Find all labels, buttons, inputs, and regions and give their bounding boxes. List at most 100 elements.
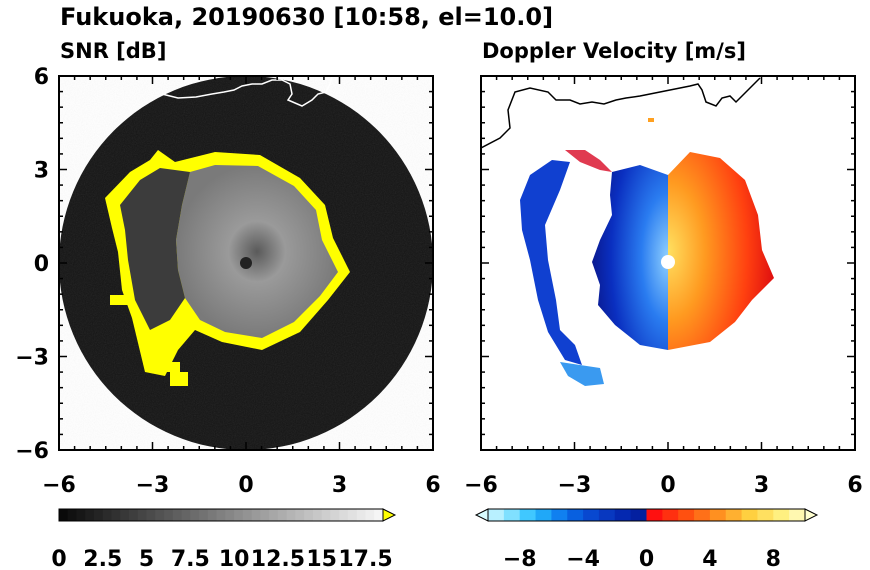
doppler-plot	[481, 77, 774, 386]
doppler-colorbar-segment	[535, 509, 552, 521]
snr-colorbar-tick-label: 15	[306, 547, 337, 570]
snr-colorbar-segment	[59, 509, 69, 521]
snr-echo-fragment	[110, 295, 132, 305]
doppler-colorbar-segment	[614, 509, 632, 521]
snr-colorbar-segment	[277, 509, 288, 521]
figure-title: Fukuoka, 20190630 [10:58, el=10.0]	[60, 3, 553, 31]
doppler-colorbar-tick-label: −4	[566, 547, 600, 570]
doppler-axis-ticks: −6 −3 0 3 6	[464, 75, 863, 498]
snr-colorbar-segment	[129, 509, 139, 521]
snr-colorbar-segment	[181, 509, 191, 521]
x-tick-label: −6	[464, 473, 498, 498]
snr-panel-title: SNR [dB]	[60, 39, 166, 63]
snr-colorbar-segment	[295, 509, 305, 521]
doppler-colorbar-segment	[630, 509, 647, 521]
doppler-colorbar-segment	[789, 509, 806, 521]
snr-colorbar-segment	[207, 509, 218, 521]
doppler-echo-fragment	[648, 118, 654, 122]
x-tick-label: 6	[847, 473, 862, 498]
x-tick-label: 0	[238, 473, 253, 498]
snr-echo-core	[176, 165, 338, 338]
doppler-north-band	[565, 150, 612, 172]
x-tick-label: −6	[42, 473, 76, 498]
doppler-west-streak	[520, 160, 582, 365]
doppler-colorbar-segment	[567, 509, 584, 521]
snr-colorbar-segment	[286, 509, 296, 521]
doppler-colorbar-segment	[519, 509, 537, 521]
x-tick-label: 0	[660, 473, 675, 498]
snr-colorbar-extend-max	[382, 508, 397, 522]
doppler-colorbar-segment	[757, 509, 774, 521]
snr-plot	[59, 76, 433, 450]
doppler-coastline	[481, 77, 761, 149]
snr-colorbar-tick-label: 10	[219, 547, 250, 570]
doppler-colorbar-segment	[725, 509, 743, 521]
doppler-colorbar-segment	[773, 509, 790, 521]
snr-colorbar-segment	[94, 509, 104, 521]
x-tick-label: 3	[754, 473, 769, 498]
snr-colorbar-segment	[242, 509, 253, 521]
doppler-negative-lobe	[592, 165, 668, 350]
snr-colorbar-segment	[155, 509, 165, 521]
doppler-colorbar-segment	[678, 509, 695, 521]
doppler-radar-center	[661, 255, 675, 269]
snr-colorbar-segment	[356, 509, 366, 521]
snr-colorbar-segment	[137, 509, 148, 521]
snr-colorbar-segment	[225, 509, 235, 521]
x-tick-label: 6	[425, 473, 440, 498]
snr-colorbar-segment	[312, 509, 323, 521]
doppler-positive-lobe	[668, 152, 774, 350]
doppler-colorbar-tick-label: 0	[639, 547, 654, 570]
snr-colorbar-segment	[102, 509, 113, 521]
snr-colorbar-segment	[330, 509, 340, 521]
snr-colorbar-tick-label: 5	[139, 547, 154, 570]
doppler-west-fragment	[560, 362, 604, 386]
snr-echo-fragment	[150, 362, 180, 372]
y-tick-label: 3	[34, 159, 49, 184]
snr-colorbar-segment	[172, 509, 183, 521]
snr-echo-fragment	[170, 372, 188, 386]
snr-colorbar-segment	[85, 509, 95, 521]
doppler-colorbar-segment	[741, 509, 758, 521]
snr-colorbar-segment	[304, 509, 314, 521]
snr-radar-center	[240, 257, 252, 269]
doppler-colorbar-segment	[646, 509, 663, 521]
doppler-panel-title: Doppler Velocity [m/s]	[482, 39, 746, 63]
snr-colorbar-tick-label: 17.5	[338, 547, 392, 570]
doppler-colorbar-tick-label: 8	[766, 547, 781, 570]
x-tick-label: 3	[332, 473, 347, 498]
doppler-colorbar-extend-min	[474, 508, 489, 522]
snr-colorbar-tick-label: 0	[51, 547, 66, 570]
snr-colorbar-segment	[216, 509, 226, 521]
doppler-colorbar-segment	[662, 509, 679, 521]
x-tick-label: −3	[136, 473, 170, 498]
snr-echo-weak	[120, 168, 190, 330]
doppler-colorbar-segment	[551, 509, 568, 521]
snr-colorbar-tick-label: 12.5	[251, 547, 305, 570]
y-tick-label: 0	[34, 252, 49, 277]
doppler-colorbar-segment	[598, 509, 616, 521]
snr-colorbar-segment	[120, 509, 130, 521]
doppler-colorbar-tick-label: −8	[503, 547, 537, 570]
snr-colorbar-segment	[146, 509, 156, 521]
snr-colorbar-segment	[374, 509, 384, 521]
snr-colorbar-segment	[164, 509, 174, 521]
snr-colorbar-segment	[347, 509, 358, 521]
doppler-colorbar-segment	[503, 509, 521, 521]
y-tick-label: −6	[15, 439, 49, 464]
snr-axis-ticks: −6 −3 0 3 6 6 3 0 −3 −6	[15, 65, 440, 498]
snr-colorbar-segment	[321, 509, 331, 521]
snr-colorbar-segment	[339, 509, 349, 521]
doppler-colorbar-segment	[488, 509, 505, 521]
doppler-colorbar-segment	[583, 509, 600, 521]
snr-colorbar-segment	[67, 509, 78, 521]
snr-colorbar-segment	[76, 509, 86, 521]
doppler-colorbar-extend-max	[804, 508, 819, 522]
doppler-colorbar-segment	[709, 509, 727, 521]
snr-colorbar-segment	[199, 509, 209, 521]
snr-colorbar-segment	[260, 509, 270, 521]
y-tick-label: −3	[15, 346, 49, 371]
doppler-colorbar-frame	[487, 508, 806, 522]
snr-colorbar-segment	[111, 509, 121, 521]
